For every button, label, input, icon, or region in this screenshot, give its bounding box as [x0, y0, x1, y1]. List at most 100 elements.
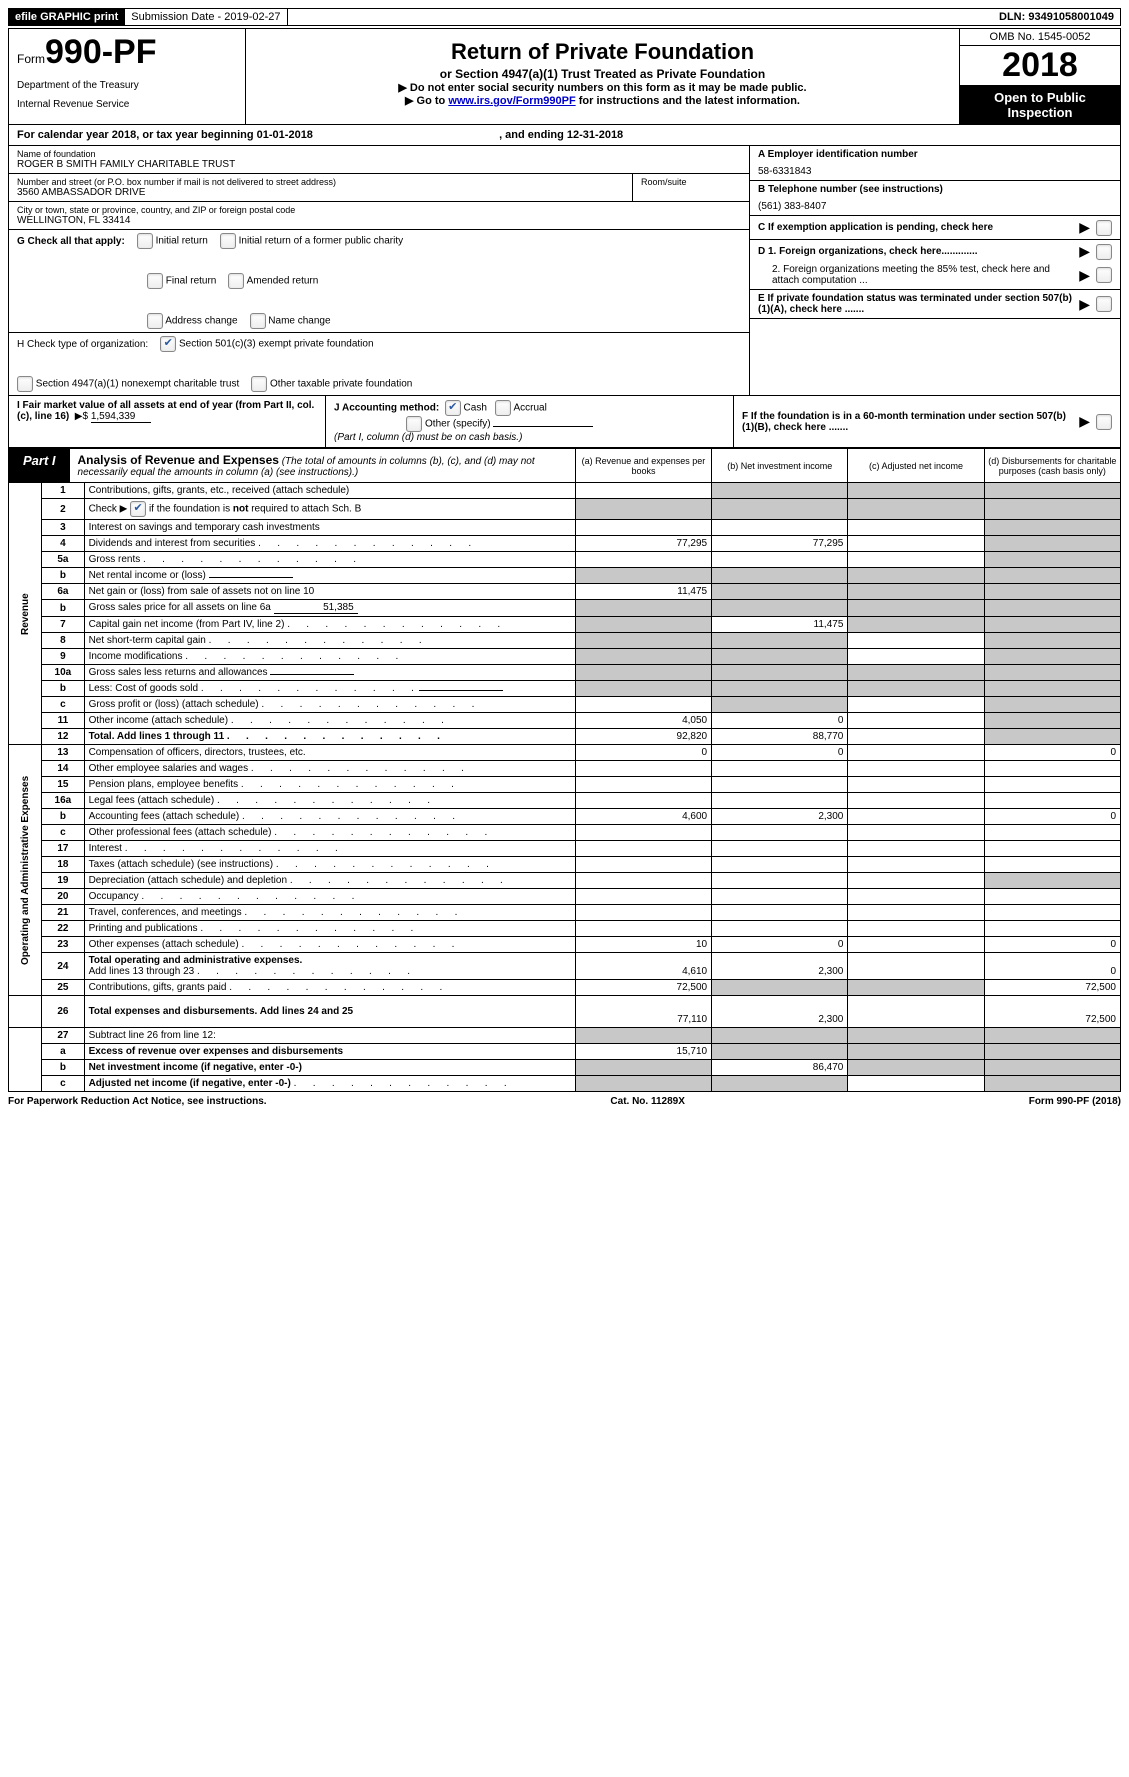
footer-cat: Cat. No. 11289X	[610, 1096, 684, 1107]
l27a-a: 15,710	[575, 1044, 711, 1060]
section-i: I Fair market value of all assets at end…	[9, 396, 326, 447]
form-number: Form990-PF	[17, 33, 237, 72]
form-subtitle: or Section 4947(a)(1) Trust Treated as P…	[254, 67, 951, 81]
checkbox-icon[interactable]	[495, 400, 511, 416]
line-23: 23Other expenses (attach schedule) 1000	[9, 937, 1121, 953]
l1-desc: Contributions, gifts, grants, etc., rece…	[84, 483, 575, 499]
line-27: 27Subtract line 26 from line 12:	[9, 1028, 1121, 1044]
header-left: Form990-PF Department of the Treasury In…	[9, 29, 246, 124]
l13-desc: Compensation of officers, directors, tru…	[84, 745, 575, 761]
tax-year: 2018	[960, 46, 1120, 86]
address: 3560 AMBASSADOR DRIVE	[17, 187, 624, 198]
form-note-2: ▶ Go to www.irs.gov/Form990PF for instru…	[254, 94, 951, 107]
ijf-row: I Fair market value of all assets at end…	[8, 396, 1121, 448]
cell-d: D 1. Foreign organizations, check here..…	[750, 240, 1120, 290]
l7-desc: Capital gain net income (from Part IV, l…	[89, 619, 285, 630]
checkbox-icon[interactable]	[1096, 244, 1112, 260]
section-j: J Accounting method: ✔ Cash Accrual Othe…	[326, 396, 734, 447]
checkbox-icon[interactable]	[251, 376, 267, 392]
j-other: Other (specify)	[425, 419, 491, 430]
l8-desc: Net short-term capital gain	[89, 635, 206, 646]
phone-value: (561) 383-8407	[758, 201, 1112, 212]
line-10a: 10aGross sales less returns and allowanc…	[9, 665, 1121, 681]
l17-desc: Interest	[89, 843, 122, 854]
g-label: G Check all that apply:	[17, 236, 125, 247]
checkbox-icon[interactable]	[147, 273, 163, 289]
checkbox-icon[interactable]	[137, 233, 153, 249]
checkbox-icon[interactable]	[220, 233, 236, 249]
i-label: I Fair market value of all assets at end…	[17, 400, 314, 422]
l3-desc: Interest on savings and temporary cash i…	[84, 520, 575, 536]
j-cash: Cash	[464, 403, 487, 414]
checkbox-icon[interactable]	[1096, 296, 1112, 312]
l12-b: 88,770	[712, 729, 848, 745]
g-opt-former: Initial return of a former public charit…	[220, 233, 403, 249]
line-17: 17Interest	[9, 841, 1121, 857]
checkbox-checked-icon[interactable]: ✔	[130, 501, 146, 517]
checkbox-icon[interactable]	[17, 376, 33, 392]
cell-ein: A Employer identification number 58-6331…	[750, 146, 1120, 181]
col-c-header: (c) Adjusted net income	[848, 449, 984, 483]
i-value: 1,594,339	[91, 411, 151, 423]
calyear-begin: 01-01-2018	[257, 129, 313, 141]
l5b-desc: Net rental income or (loss)	[89, 570, 206, 581]
section-f: F If the foundation is in a 60-month ter…	[734, 396, 1120, 447]
g-opt-initial: Initial return	[137, 233, 208, 249]
checkbox-icon[interactable]	[250, 313, 266, 329]
l4-b: 77,295	[712, 536, 848, 552]
name-label: Name of foundation	[17, 149, 741, 159]
arrow-icon: ▶	[1079, 219, 1090, 236]
l24-b: 2,300	[712, 953, 848, 980]
g-opt6-text: Name change	[268, 316, 330, 327]
checkbox-icon[interactable]	[1096, 267, 1112, 283]
irs-link[interactable]: www.irs.gov/Form990PF	[448, 95, 575, 107]
phone-label: B Telephone number (see instructions)	[758, 184, 1112, 195]
line-15: 15Pension plans, employee benefits	[9, 777, 1121, 793]
d2-label: 2. Foreign organizations meeting the 85%…	[758, 264, 1073, 286]
arrow-icon: ▶	[1079, 267, 1090, 284]
line-26: 26Total expenses and disbursements. Add …	[9, 996, 1121, 1028]
l6a-desc: Net gain or (loss) from sale of assets n…	[84, 584, 575, 600]
part1-title: Analysis of Revenue and Expenses	[78, 453, 279, 467]
l4-a: 77,295	[575, 536, 711, 552]
l20-desc: Occupancy	[89, 891, 139, 902]
header-center: Return of Private Foundation or Section …	[246, 29, 959, 124]
checkbox-icon[interactable]	[406, 416, 422, 432]
g-opt1-text: Initial return	[156, 236, 208, 247]
line-16b: bAccounting fees (attach schedule) 4,600…	[9, 809, 1121, 825]
entity-right: A Employer identification number 58-6331…	[750, 146, 1120, 395]
line-16c: cOther professional fees (attach schedul…	[9, 825, 1121, 841]
g-opt4-text: Amended return	[247, 276, 319, 287]
l10b-input	[419, 690, 503, 691]
line-16a: 16aLegal fees (attach schedule)	[9, 793, 1121, 809]
city-value: WELLINGTON, FL 33414	[17, 215, 741, 226]
checkbox-icon[interactable]	[1096, 414, 1112, 430]
g-opt3-text: Final return	[166, 276, 217, 287]
checkbox-icon[interactable]	[1096, 220, 1112, 236]
part1-title-cell: Analysis of Revenue and Expenses (The to…	[70, 449, 575, 482]
line-8: 8Net short-term capital gain	[9, 633, 1121, 649]
l7-b: 11,475	[712, 617, 848, 633]
form-header: Form990-PF Department of the Treasury In…	[8, 28, 1121, 125]
checkbox-icon[interactable]	[147, 313, 163, 329]
checkbox-icon[interactable]	[228, 273, 244, 289]
l2-desc: Check ▶ ✔ if the foundation is not requi…	[84, 499, 575, 520]
form-note-1: ▶ Do not enter social security numbers o…	[254, 81, 951, 94]
line-6b: bGross sales price for all assets on lin…	[9, 600, 1121, 617]
l23-b: 0	[712, 937, 848, 953]
line-27b: bNet investment income (if negative, ent…	[9, 1060, 1121, 1076]
l24-a: 4,610	[575, 953, 711, 980]
l12-a: 92,820	[575, 729, 711, 745]
submission-date: Submission Date - 2019-02-27	[125, 9, 287, 25]
arrow-icon: ▶	[1079, 243, 1090, 260]
footer-right: Form 990-PF (2018)	[1029, 1096, 1121, 1107]
header-right: OMB No. 1545-0052 2018 Open to Public In…	[959, 29, 1120, 124]
l16b-b: 2,300	[712, 809, 848, 825]
cell-phone: B Telephone number (see instructions) (5…	[750, 181, 1120, 216]
f-label: F If the foundation is in a 60-month ter…	[742, 411, 1073, 433]
col-d-header: (d) Disbursements for charitable purpose…	[984, 449, 1120, 483]
l22-desc: Printing and publications	[89, 923, 198, 934]
checkbox-checked-icon[interactable]: ✔	[445, 400, 461, 416]
cell-e: E If private foundation status was termi…	[750, 290, 1120, 319]
checkbox-checked-icon[interactable]: ✔	[160, 336, 176, 352]
